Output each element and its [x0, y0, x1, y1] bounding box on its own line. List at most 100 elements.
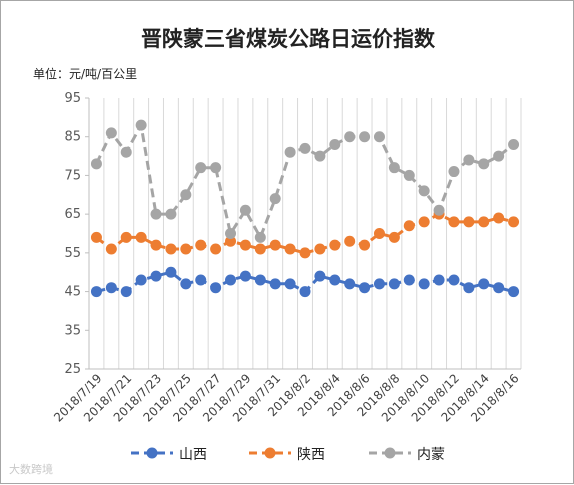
data-point: [284, 278, 296, 290]
data-point: [478, 158, 490, 170]
data-point: [329, 138, 341, 150]
data-point: [90, 231, 102, 243]
data-point: [105, 127, 117, 139]
data-point: [508, 138, 520, 150]
data-point: [508, 286, 520, 298]
data-point: [105, 282, 117, 294]
data-point: [165, 208, 177, 220]
y-tick-label: 25: [64, 362, 81, 377]
data-point: [359, 239, 371, 251]
data-point: [299, 247, 311, 259]
y-tick-label: 35: [64, 323, 81, 338]
data-point: [90, 158, 102, 170]
data-point: [195, 162, 207, 174]
data-point: [105, 243, 117, 255]
data-point: [418, 216, 430, 228]
data-point: [359, 131, 371, 143]
y-tick-label: 45: [64, 285, 81, 300]
data-point: [210, 243, 222, 255]
data-point: [180, 243, 192, 255]
legend-marker-shaanxi: [249, 447, 291, 459]
data-point: [150, 270, 162, 282]
legend-label-neimeng: 内蒙: [417, 447, 445, 463]
legend-marker-neimeng: [369, 447, 411, 459]
data-point: [195, 274, 207, 286]
data-point: [463, 282, 475, 294]
data-point: [180, 278, 192, 290]
data-point: [180, 189, 192, 201]
chart-title: 晋陕蒙三省煤炭公路日运价指数: [141, 27, 435, 51]
data-point: [165, 243, 177, 255]
data-point: [135, 119, 147, 131]
data-point: [120, 286, 132, 298]
data-point: [448, 166, 460, 178]
data-point: [299, 142, 311, 154]
legend-label-shaanxi: 陕西: [297, 447, 325, 463]
data-point: [150, 239, 162, 251]
data-point: [299, 286, 311, 298]
y-tick-label: 75: [64, 168, 81, 183]
data-point: [359, 282, 371, 294]
data-point: [284, 243, 296, 255]
data-point: [225, 274, 237, 286]
data-point: [165, 266, 177, 278]
data-point: [508, 216, 520, 228]
data-point: [135, 274, 147, 286]
data-point: [373, 228, 385, 239]
data-point: [314, 150, 326, 162]
data-point: [433, 274, 445, 286]
data-point: [239, 239, 251, 251]
data-point: [463, 216, 475, 228]
data-point: [388, 278, 400, 290]
data-point: [284, 146, 296, 158]
data-point: [463, 154, 475, 166]
data-point: [269, 278, 281, 290]
data-point: [150, 208, 162, 220]
data-point: [478, 216, 490, 228]
data-point: [269, 193, 281, 205]
data-point: [344, 131, 356, 143]
data-point: [493, 150, 505, 162]
data-point: [314, 270, 326, 282]
data-point: [314, 243, 326, 255]
data-point: [403, 220, 415, 232]
data-point: [210, 162, 222, 174]
watermark-text: 大数跨境: [9, 463, 53, 476]
data-point: [254, 274, 266, 286]
data-point: [225, 235, 237, 247]
data-point: [329, 239, 341, 251]
data-point: [478, 278, 490, 290]
data-point: [90, 286, 102, 298]
data-point: [388, 162, 400, 174]
data-point: [254, 243, 266, 255]
data-point: [418, 185, 430, 197]
data-point: [403, 169, 415, 181]
data-point: [120, 231, 132, 243]
unit-label: 单位：元/吨/百公里: [33, 67, 138, 81]
data-point: [135, 231, 147, 243]
data-point: [493, 282, 505, 294]
data-point: [403, 274, 415, 286]
y-tick-label: 55: [64, 246, 81, 261]
data-point: [448, 274, 460, 286]
data-point: [239, 270, 251, 282]
data-point: [195, 239, 207, 251]
data-point: [120, 146, 132, 158]
data-point: [344, 278, 356, 290]
data-point: [433, 204, 445, 216]
y-tick-label: 65: [64, 207, 81, 222]
data-point: [418, 278, 430, 290]
y-tick-label: 85: [64, 130, 81, 145]
legend-label-shanxi: 山西: [179, 447, 207, 463]
data-point: [373, 278, 385, 290]
data-point: [254, 231, 266, 243]
data-point: [388, 231, 400, 243]
data-point: [344, 235, 356, 247]
data-point: [493, 212, 505, 224]
data-point: [329, 274, 341, 286]
legend-marker-shanxi: [131, 447, 173, 459]
data-point: [239, 204, 251, 216]
data-point: [373, 131, 385, 143]
